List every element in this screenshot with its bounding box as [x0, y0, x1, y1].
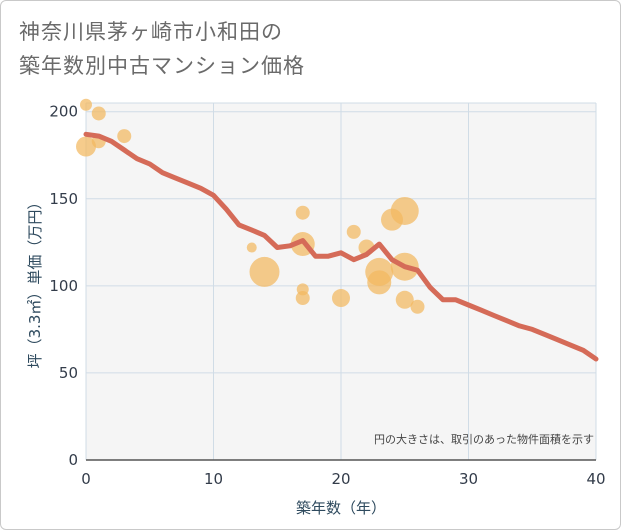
data-bubble [117, 129, 132, 144]
x-tick-label: 20 [331, 470, 350, 488]
y-axis-label: 坪（3.3㎡）単価（万円） [26, 195, 44, 369]
y-tick-label: 150 [49, 190, 78, 208]
data-bubble [80, 98, 92, 111]
x-tick-label: 30 [459, 470, 478, 488]
data-bubble [346, 224, 361, 239]
chart-title: 神奈川県茅ヶ崎市小和田の 築年数別中古マンション価格 [19, 15, 439, 83]
x-axis-label: 築年数（年） [296, 499, 386, 517]
chart-note: 円の大きさは、取引のあった物件面積を示す [374, 432, 594, 446]
y-tick-label: 200 [49, 103, 78, 121]
data-bubble [410, 299, 425, 314]
y-tick-label: 0 [68, 451, 78, 469]
x-tick-label: 10 [204, 470, 223, 488]
y-tick-label: 50 [59, 364, 78, 382]
data-bubble [367, 270, 392, 295]
data-bubble [395, 290, 414, 309]
x-tick-label: 40 [586, 470, 605, 488]
data-bubble [91, 106, 106, 121]
data-bubble [246, 242, 257, 253]
data-bubble [332, 289, 350, 308]
y-tick-label: 100 [49, 277, 78, 295]
data-bubble [390, 196, 419, 225]
trend-line [83, 131, 599, 362]
chart-title-line1: 神奈川県茅ヶ崎市小和田の [19, 20, 283, 44]
data-bubble [249, 256, 280, 287]
data-bubble [76, 136, 96, 157]
chart-title-line2: 築年数別中古マンション価格 [19, 54, 305, 78]
data-bubble [295, 291, 310, 306]
data-bubble [295, 205, 310, 220]
x-tick-label: 0 [81, 470, 91, 488]
